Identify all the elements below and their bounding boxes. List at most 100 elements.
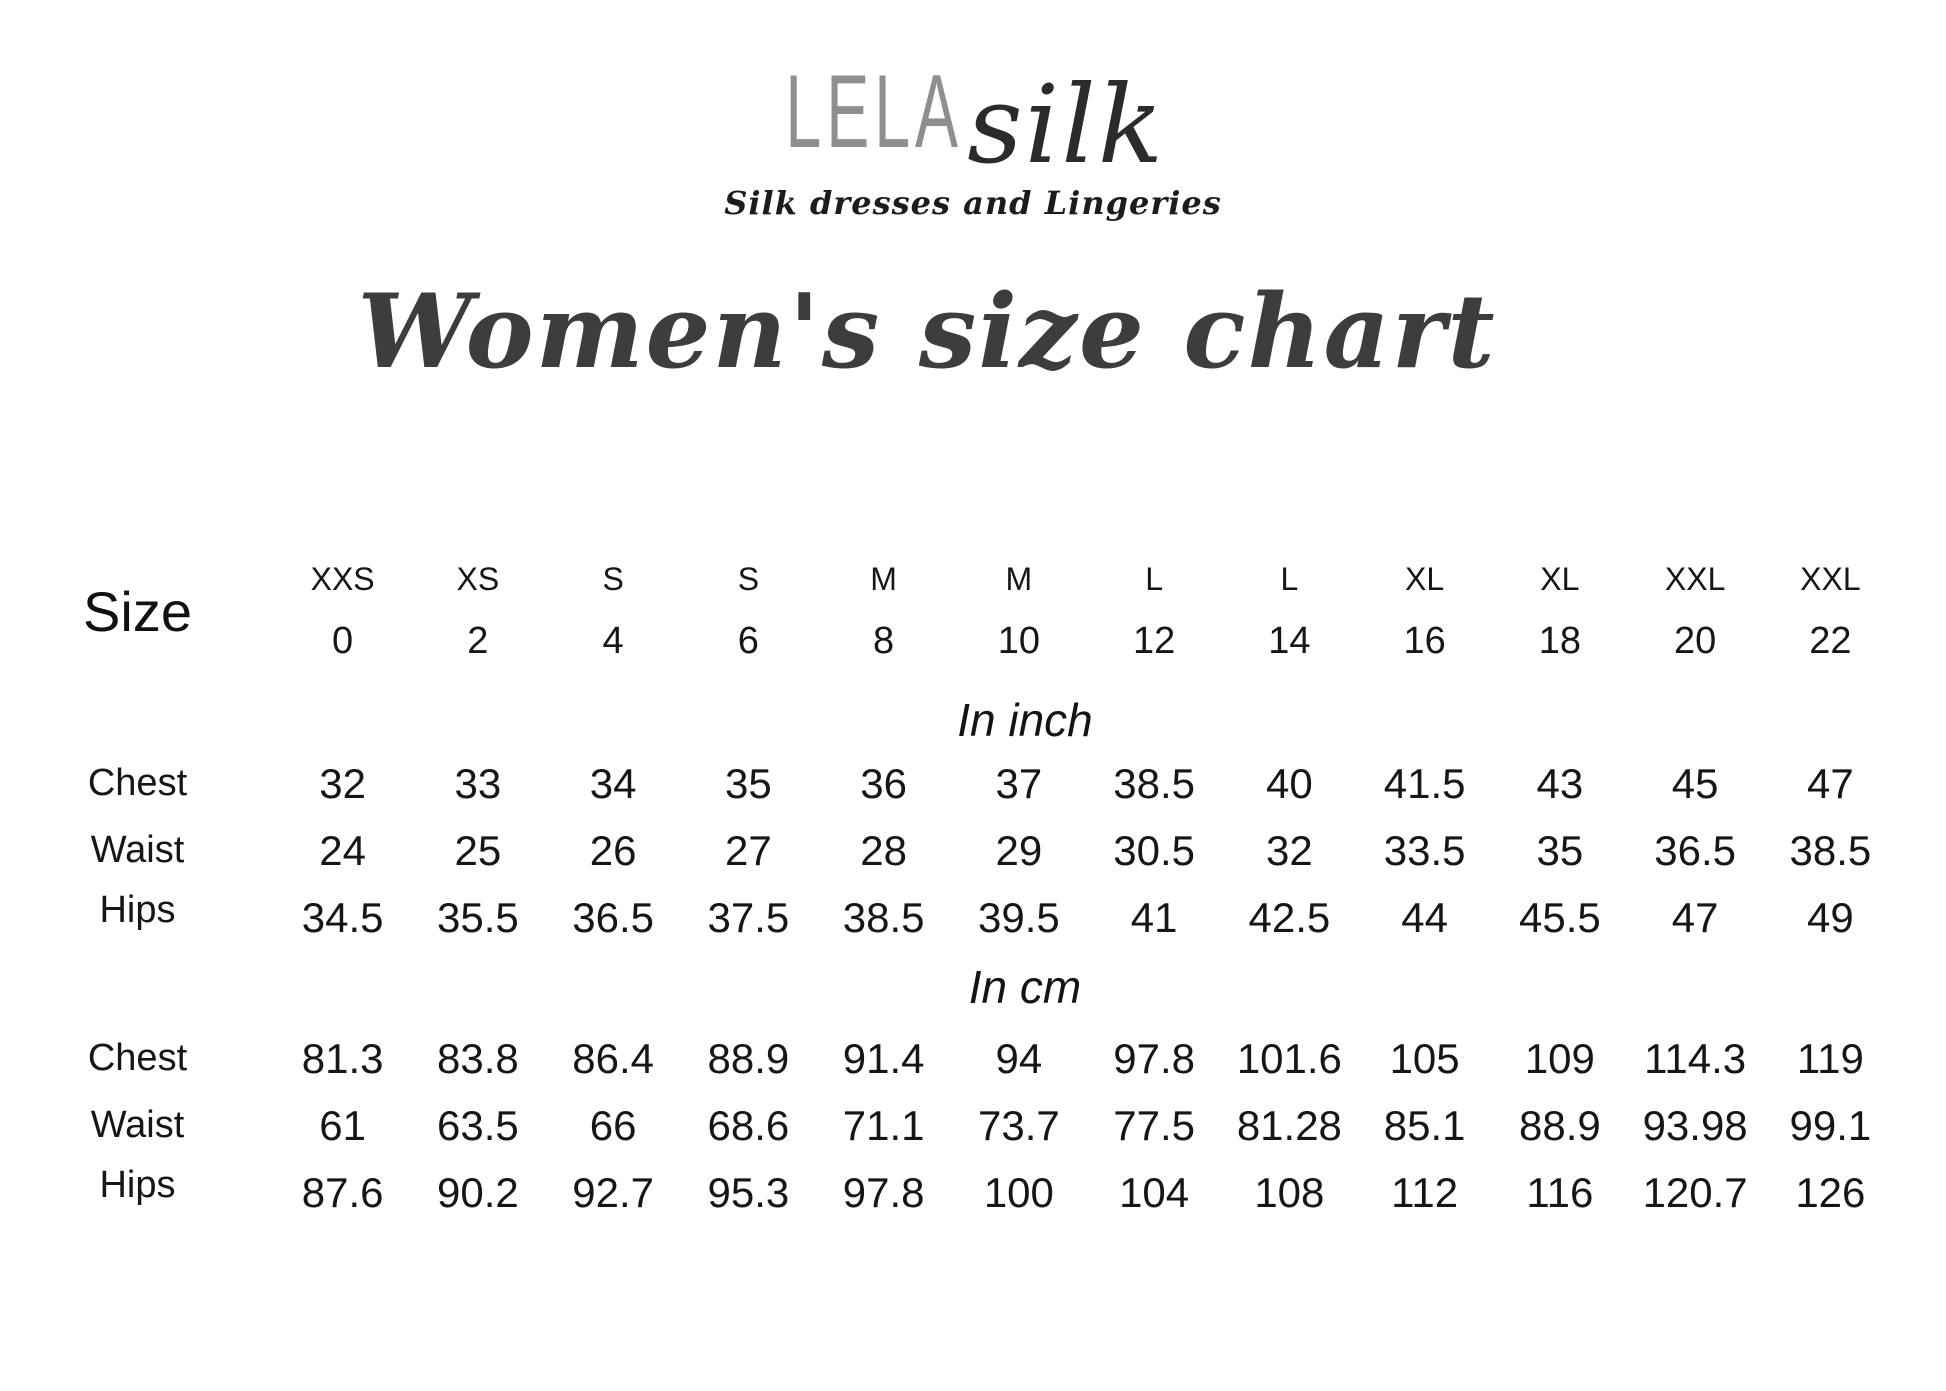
measurement-value: 49 bbox=[1807, 893, 1854, 941]
measurement-value: 97.8 bbox=[842, 1168, 925, 1216]
measurement-value: 25 bbox=[454, 826, 502, 874]
measurement-value: 126 bbox=[1795, 1168, 1866, 1216]
measurement-value: 119 bbox=[1796, 1034, 1864, 1082]
page-title: Women's size chart bbox=[357, 272, 1497, 392]
row-label: Waist bbox=[90, 829, 185, 871]
measurement-value: 99.1 bbox=[1789, 1101, 1872, 1149]
brand-header: LELA silk Silk dresses and Lingeries bbox=[0, 44, 1946, 222]
measurement-value: 36.5 bbox=[572, 893, 654, 941]
measurement-value: 39.5 bbox=[978, 893, 1060, 941]
size-column-header: XL 18 bbox=[1492, 560, 1627, 662]
measurement-value: 105 bbox=[1389, 1034, 1460, 1082]
size-column-header: L 12 bbox=[1087, 560, 1222, 662]
measurement-value: 35 bbox=[1536, 826, 1584, 874]
size-corner-label: Size bbox=[83, 579, 192, 643]
measurement-value: 34.5 bbox=[301, 893, 384, 941]
size-column-header: S 4 bbox=[546, 560, 681, 662]
measurement-value: 41 bbox=[1130, 893, 1178, 941]
measurement-row-inch-hips: Hips 34.5 35.5 36.5 37.5 38.5 39.5 41 42… bbox=[0, 884, 1946, 951]
measurement-value: 71.1 bbox=[842, 1101, 925, 1149]
measurement-value: 91.4 bbox=[842, 1034, 925, 1082]
measurement-value: 95.3 bbox=[707, 1168, 790, 1216]
measurement-value: 42.5 bbox=[1248, 893, 1331, 941]
size-column-header: M 8 bbox=[816, 560, 951, 662]
measurement-value: 114.3 bbox=[1644, 1034, 1747, 1082]
measurement-value: 37.5 bbox=[707, 893, 790, 941]
size-number: 18 bbox=[1538, 620, 1582, 662]
measurement-row-inch-chest: Chest 32 33 34 35 36 37 38.5 40 41.5 43 … bbox=[0, 750, 1946, 817]
measurement-row-cm-chest: Chest 81.3 83.8 86.4 88.9 91.4 94 97.8 1… bbox=[0, 1025, 1946, 1092]
measurement-value: 38.5 bbox=[1113, 759, 1195, 807]
measurement-value: 86.4 bbox=[572, 1034, 654, 1082]
measurement-value: 36.5 bbox=[1654, 826, 1736, 874]
row-label: Chest bbox=[87, 762, 188, 804]
measurement-value: 47 bbox=[1807, 759, 1854, 807]
measurement-value: 43 bbox=[1536, 759, 1584, 807]
size-name: XXS bbox=[310, 561, 375, 597]
measurement-value: 37 bbox=[995, 759, 1043, 807]
brand-tagline: Silk dresses and Lingeries bbox=[724, 184, 1222, 222]
size-column-header: XXL 22 bbox=[1763, 560, 1898, 662]
measurement-value: 29 bbox=[995, 826, 1043, 874]
measurement-value: 73.7 bbox=[978, 1101, 1060, 1149]
logo-primary-text: LELA bbox=[785, 54, 963, 170]
size-column-header: L 14 bbox=[1222, 560, 1357, 662]
measurement-value: 33.5 bbox=[1383, 826, 1466, 874]
measurement-value: 90.2 bbox=[437, 1168, 519, 1216]
measurement-value: 92.7 bbox=[572, 1168, 654, 1216]
measurement-value: 35 bbox=[725, 759, 772, 807]
size-header-row: Size XXS 0 XS 2 S 4 S 6 M 8 M bbox=[0, 560, 1946, 662]
logo-script-text: silk bbox=[967, 63, 1166, 188]
measurement-value: 85.1 bbox=[1383, 1101, 1466, 1149]
measurement-value: 28 bbox=[860, 826, 907, 874]
measurement-value: 93.98 bbox=[1642, 1101, 1748, 1149]
size-number: 22 bbox=[1809, 620, 1852, 662]
measurement-value: 30.5 bbox=[1113, 826, 1195, 874]
measurement-value: 26 bbox=[589, 826, 637, 874]
measurement-value: 66 bbox=[589, 1101, 637, 1149]
measurement-value: 34 bbox=[589, 759, 637, 807]
row-label: Chest bbox=[87, 1037, 188, 1079]
size-number: 0 bbox=[332, 620, 354, 662]
size-column-header: XXL 20 bbox=[1628, 560, 1763, 662]
measurement-value: 63.5 bbox=[437, 1101, 519, 1149]
row-label: Hips bbox=[99, 1164, 176, 1206]
size-number: 10 bbox=[997, 620, 1041, 662]
measurement-value: 44 bbox=[1401, 893, 1448, 941]
measurement-value: 38.5 bbox=[1789, 826, 1872, 874]
size-name: XS bbox=[456, 561, 500, 597]
size-name: M bbox=[1005, 561, 1033, 597]
measurement-value: 120.7 bbox=[1642, 1168, 1748, 1216]
size-name: L bbox=[1280, 561, 1299, 597]
measurement-value: 100 bbox=[983, 1168, 1054, 1216]
size-column-header: XS 2 bbox=[410, 560, 545, 662]
measurement-value: 45 bbox=[1671, 759, 1719, 807]
size-column-header: XL 16 bbox=[1357, 560, 1492, 662]
row-label: Hips bbox=[99, 889, 176, 931]
measurement-value: 77.5 bbox=[1113, 1101, 1195, 1149]
size-column-header: XXS 0 bbox=[275, 560, 410, 662]
measurement-value: 38.5 bbox=[842, 893, 925, 941]
measurement-value: 33 bbox=[454, 759, 502, 807]
size-number: 20 bbox=[1673, 620, 1717, 662]
measurement-value: 116 bbox=[1526, 1168, 1594, 1216]
measurement-value: 45.5 bbox=[1519, 893, 1601, 941]
measurement-value: 61 bbox=[319, 1101, 366, 1149]
measurement-value: 94 bbox=[995, 1034, 1043, 1082]
section-heading-cm: In cm bbox=[968, 961, 1082, 1013]
size-number: 14 bbox=[1268, 620, 1311, 662]
brand-logo: LELA silk bbox=[0, 44, 1946, 180]
section-heading-inch: In inch bbox=[957, 694, 1093, 746]
measurement-row-cm-hips: Hips 87.6 90.2 92.7 95.3 97.8 100 104 10… bbox=[0, 1159, 1946, 1226]
measurement-value: 40 bbox=[1266, 759, 1313, 807]
measurement-value: 87.6 bbox=[301, 1168, 384, 1216]
size-column-header: S 6 bbox=[681, 560, 816, 662]
measurement-value: 36 bbox=[860, 759, 907, 807]
measurement-value: 88.9 bbox=[1519, 1101, 1601, 1149]
measurement-value: 101.6 bbox=[1236, 1034, 1342, 1082]
measurement-value: 81.3 bbox=[301, 1034, 384, 1082]
size-name: XL bbox=[1540, 561, 1580, 597]
size-number: 6 bbox=[737, 620, 759, 662]
row-label: Waist bbox=[90, 1104, 185, 1146]
